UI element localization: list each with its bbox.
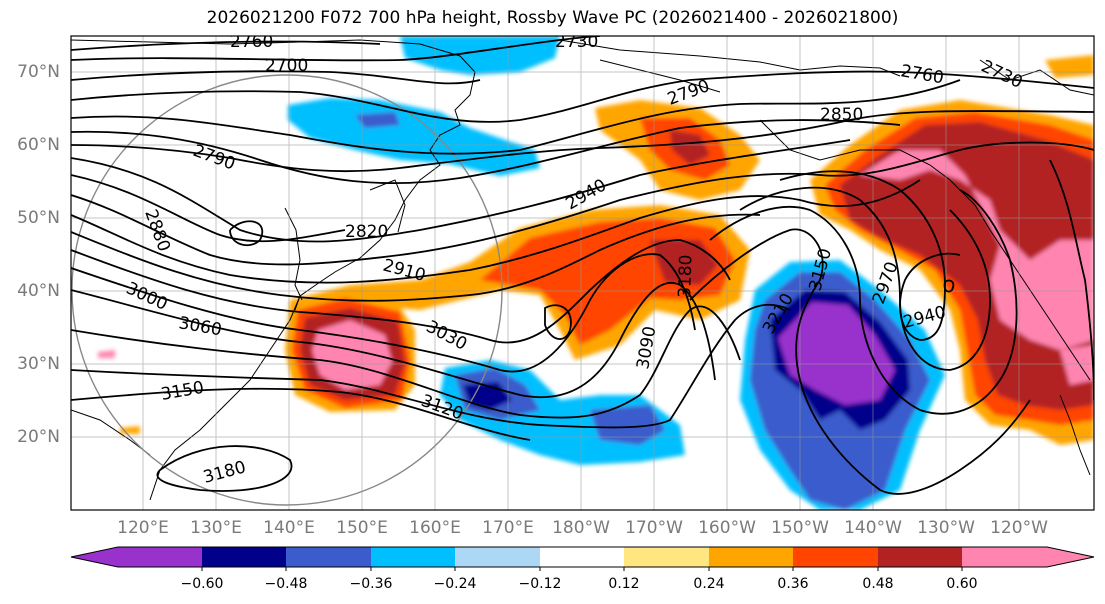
height-contours bbox=[71, 36, 1094, 495]
colorbar-tick-label: 0.24 bbox=[693, 576, 725, 592]
lon-label: 120°E bbox=[117, 518, 169, 538]
map-title: 2026021200 F072 700 hPa height, Rossby W… bbox=[206, 8, 899, 28]
lon-label: 160°W bbox=[698, 518, 756, 538]
lon-label: 180°W bbox=[552, 518, 610, 538]
lon-label: 140°E bbox=[263, 518, 315, 538]
colorbar-segment bbox=[286, 547, 371, 567]
colorbar-tick-label: 0.48 bbox=[862, 576, 894, 592]
colorbar-outline bbox=[70, 546, 1095, 568]
lat-label: 60°N bbox=[17, 135, 60, 155]
colorbar-segment bbox=[624, 547, 709, 567]
lat-label: 40°N bbox=[17, 281, 60, 301]
graticule bbox=[71, 36, 1094, 510]
colorbar-segment bbox=[962, 547, 1047, 567]
colorbar-segment bbox=[118, 547, 202, 567]
lon-label: 170°E bbox=[482, 518, 534, 538]
lon-label: 120°W bbox=[990, 518, 1048, 538]
map-frame bbox=[70, 35, 1095, 511]
colorbar-tick-label: 0.12 bbox=[608, 576, 640, 592]
colorbar-segment bbox=[709, 547, 793, 567]
colorbar-extend-high bbox=[1047, 547, 1094, 567]
lon-label: 150°W bbox=[771, 518, 829, 538]
colorbar-segment bbox=[540, 547, 624, 567]
map-panel: 2760 2730 2700 2760 2730 2790 2850 2790 … bbox=[71, 32, 1094, 510]
coastlines bbox=[71, 39, 1094, 501]
colorbar-tick-label: −0.24 bbox=[433, 576, 477, 592]
contour-label: 2700 bbox=[265, 56, 308, 76]
colorbar-tick-label: −0.12 bbox=[518, 576, 562, 592]
colorbar-segment bbox=[878, 547, 962, 567]
lon-label: 130°E bbox=[190, 518, 242, 538]
lon-label: 160°E bbox=[409, 518, 461, 538]
colorbar-segment bbox=[371, 547, 455, 567]
contour-label: 2730 bbox=[555, 32, 598, 52]
colorbar-extend-low bbox=[71, 547, 118, 567]
lon-label: 170°W bbox=[625, 518, 683, 538]
colorbar-tick-label: 0.36 bbox=[777, 576, 809, 592]
lon-label: 130°W bbox=[917, 518, 975, 538]
lon-label: 150°E bbox=[336, 518, 388, 538]
colorbar-tick-label: 0.60 bbox=[946, 576, 978, 592]
colorbar-segment bbox=[455, 547, 540, 567]
colorbar-tick-label: −0.60 bbox=[180, 576, 224, 592]
lat-label: 70°N bbox=[17, 62, 60, 82]
lat-label: 30°N bbox=[17, 354, 60, 374]
lat-label: 20°N bbox=[17, 427, 60, 447]
colorbar bbox=[70, 546, 1095, 571]
colorbar-segment bbox=[793, 547, 878, 567]
lon-label: 140°W bbox=[844, 518, 902, 538]
colorbar-segment bbox=[202, 547, 286, 567]
lat-label: 50°N bbox=[17, 208, 60, 228]
colorbar-tick-label: −0.48 bbox=[264, 576, 308, 592]
colorbar-tick-label: −0.36 bbox=[349, 576, 393, 592]
contour-label: 2820 bbox=[345, 222, 388, 242]
contour-label: 2850 bbox=[820, 105, 863, 125]
contour-label: 2760 bbox=[230, 32, 273, 52]
contour-label: 3180 bbox=[675, 254, 696, 298]
pc-shading bbox=[98, 36, 1094, 510]
